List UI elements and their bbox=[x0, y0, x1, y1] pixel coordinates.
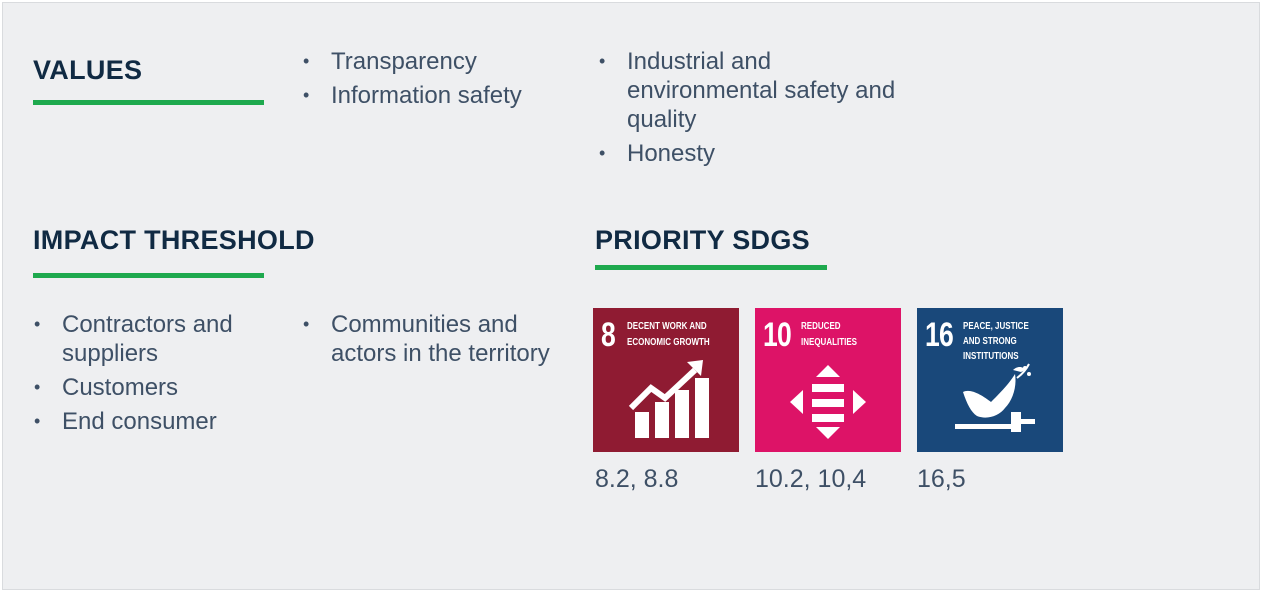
dove-gavel-icon bbox=[955, 363, 1035, 432]
impact-threshold-underline bbox=[33, 273, 264, 278]
list-item: Contractors and suppliers bbox=[32, 310, 277, 368]
values-heading: VALUES bbox=[33, 55, 143, 85]
impact-list-2: Communities and actors in the territory bbox=[301, 310, 551, 373]
sdg-number: 8 bbox=[601, 316, 616, 354]
values-list-1: Transparency Information safety bbox=[301, 47, 522, 115]
sdg-16-tile: 16 PEACE, JUSTICE AND STRONG INSTITUTION… bbox=[917, 308, 1063, 452]
impact-threshold-heading: IMPACT THRESHOLD bbox=[33, 225, 315, 255]
equality-arrows-icon bbox=[790, 365, 866, 439]
sdg-title: REDUCED INEQUALITIES bbox=[801, 321, 858, 348]
priority-sdgs-underline bbox=[595, 265, 827, 270]
rising-bar-chart-icon bbox=[628, 360, 709, 438]
sdg-title: DECENT WORK AND ECONOMIC GROWTH bbox=[627, 321, 710, 348]
values-underline bbox=[33, 100, 264, 105]
sdg-number: 16 bbox=[925, 316, 954, 354]
list-item: Transparency bbox=[301, 47, 522, 76]
impact-list-1: Contractors and suppliers Customers End … bbox=[32, 310, 277, 441]
sdg-title: PEACE, JUSTICE AND STRONG INSTITUTIONS bbox=[963, 321, 1029, 362]
list-item: Communities and actors in the territory bbox=[301, 310, 551, 368]
sdg-number: 10 bbox=[763, 316, 792, 354]
sdg-8-targets: 8.2, 8.8 bbox=[595, 465, 679, 493]
sdg-10-targets: 10.2, 10,4 bbox=[755, 465, 867, 493]
list-item: End consumer bbox=[32, 407, 277, 436]
sdg-10-tile: 10 REDUCED INEQUALITIES bbox=[755, 308, 901, 452]
list-item: Industrial and environmental safety and … bbox=[597, 47, 897, 134]
list-item: Customers bbox=[32, 373, 277, 402]
values-list-2: Industrial and environmental safety and … bbox=[597, 47, 897, 173]
list-item: Information safety bbox=[301, 81, 522, 110]
sdg-8-tile: 8 DECENT WORK AND ECONOMIC GROWTH bbox=[593, 308, 739, 452]
sdg-16-targets: 16,5 bbox=[917, 465, 966, 493]
list-item: Honesty bbox=[597, 139, 897, 168]
priority-sdgs-heading: PRIORITY SDGS bbox=[595, 225, 810, 255]
